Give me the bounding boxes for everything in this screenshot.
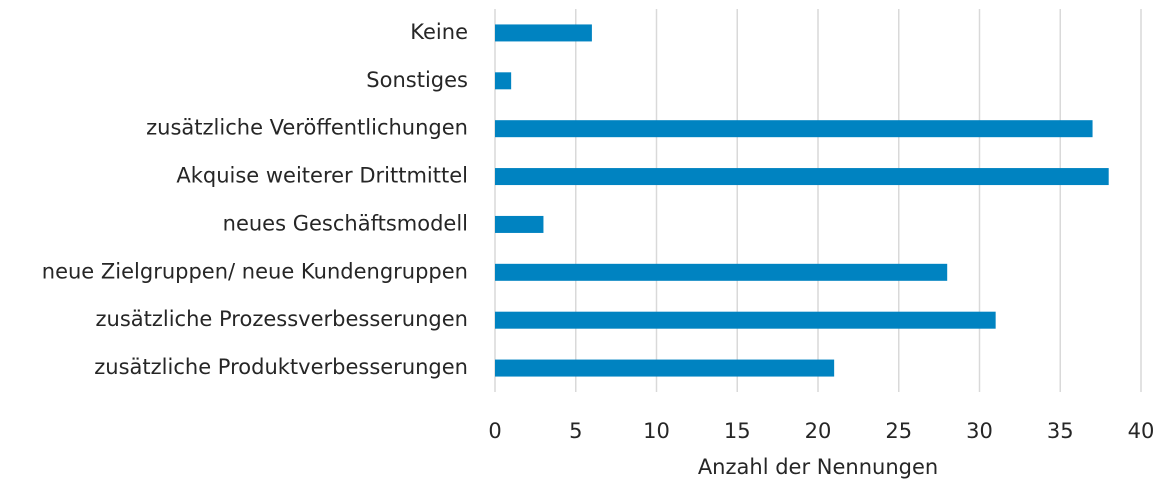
bar — [495, 311, 996, 329]
bar — [495, 72, 512, 90]
y-tick-label: neues Geschäftsmodell — [223, 211, 468, 235]
x-tick-label: 40 — [1128, 419, 1155, 443]
bar — [495, 168, 1109, 186]
x-tick-label: 35 — [1047, 419, 1074, 443]
bar — [495, 359, 835, 377]
bar — [495, 215, 544, 233]
bar — [495, 24, 592, 42]
x-axis-title: Anzahl der Nennungen — [698, 455, 938, 479]
y-tick-label: Sonstiges — [366, 68, 468, 92]
x-tick-label: 5 — [569, 419, 582, 443]
bar — [495, 120, 1093, 138]
y-tick-label: zusätzliche Produktverbesserungen — [94, 355, 468, 379]
bar — [495, 263, 948, 281]
x-tick-label: 30 — [966, 419, 993, 443]
x-tick-label: 25 — [885, 419, 912, 443]
y-tick-label: neue Zielgruppen/ neue Kundengruppen — [42, 259, 468, 283]
y-tick-label: zusätzliche Veröffentlichungen — [146, 116, 468, 140]
y-tick-label: Akquise weiterer Drittmittel — [176, 164, 468, 188]
x-tick-label: 15 — [724, 419, 751, 443]
x-tick-label: 20 — [805, 419, 832, 443]
y-tick-label: Keine — [410, 20, 468, 44]
y-tick-label: zusätzliche Prozessverbesserungen — [95, 307, 468, 331]
x-tick-label: 0 — [488, 419, 501, 443]
x-tick-label: 10 — [643, 419, 670, 443]
